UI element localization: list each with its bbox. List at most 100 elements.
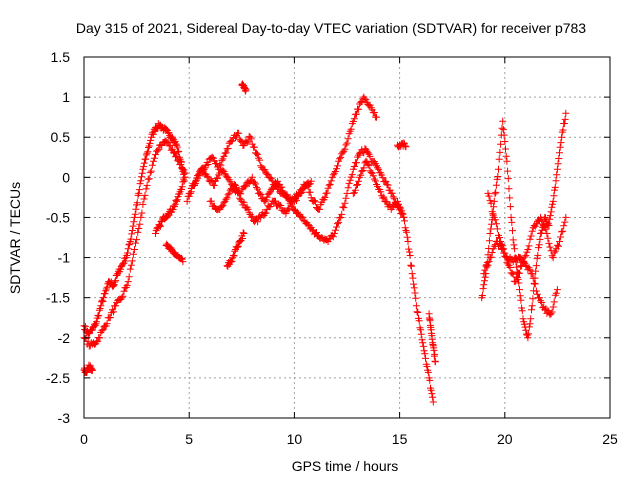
data-point [389,193,397,201]
data-point [511,278,519,286]
data-point [224,191,232,199]
data-point [420,347,428,355]
data-point [536,235,544,243]
data-point [370,175,378,183]
data-point [323,189,331,197]
data-point [149,130,157,138]
data-point [338,210,346,218]
data-point [554,160,562,168]
data-point [546,215,554,223]
data-point [171,200,179,208]
data-point [335,218,343,226]
data-point [126,265,134,273]
data-point [488,249,496,256]
data-point [517,296,525,304]
data-point [224,145,232,152]
data-point [516,269,523,277]
data-point [129,222,137,230]
data-point [552,177,560,185]
data-point [151,154,158,162]
data-point [124,278,132,286]
data-point [481,273,489,281]
data-point [513,263,521,271]
data-point [357,171,365,179]
data-point [214,174,222,182]
data-point [294,192,302,200]
data-point [88,366,96,374]
data-point [348,171,356,179]
y-tick-label: -2 [58,330,71,346]
data-point [208,153,216,161]
data-point [401,217,408,225]
data-point [351,186,359,194]
data-point [533,255,541,263]
data-point [95,312,103,320]
data-point [531,280,539,288]
data-point [510,241,518,249]
data-point [295,189,303,197]
data-point [369,172,377,180]
data-point [169,206,177,213]
data-point [180,166,188,174]
data-point [106,314,114,321]
data-point [547,310,555,318]
data-point [235,129,243,137]
data-point [553,286,561,294]
data-point [138,209,146,217]
data-point [478,292,486,299]
data-point [429,398,437,406]
data-point [522,326,530,334]
data-point [528,302,536,310]
data-point [222,195,230,203]
data-point [246,133,254,141]
data-point [133,236,141,244]
data-point [253,183,260,191]
data-point [178,183,186,191]
data-point [342,194,350,202]
data-point [417,330,425,338]
data-point [552,289,560,297]
data-point [538,216,546,224]
data-point [191,182,198,189]
data-point [234,187,242,195]
data-point [242,85,250,93]
data-point [527,232,535,240]
data-point [524,246,532,253]
data-point [400,213,408,221]
data-point [277,202,285,209]
data-point [502,152,510,160]
data-point [525,242,533,250]
data-point [527,315,535,323]
data-point [418,336,426,344]
data-point [241,183,249,191]
data-point [187,188,195,196]
data-point [499,117,507,125]
data-point [218,202,226,210]
data-point [195,172,203,180]
data-point [556,238,563,245]
data-point [308,226,316,234]
data-point [492,188,500,196]
data-point [220,152,228,160]
data-point [173,141,181,149]
data-point [234,242,242,250]
data-point [513,274,521,281]
data-point [528,227,536,235]
data-point [522,252,530,260]
data-point [220,199,228,207]
data-point [155,145,163,153]
data-point [173,197,181,205]
data-point [339,203,347,211]
data-point [429,393,437,401]
data-point [128,230,136,238]
data-point [403,233,411,241]
data-point [130,218,138,226]
data-point [507,213,515,221]
data-point [364,160,372,168]
data-point [515,279,523,287]
data-point [330,169,338,177]
data-point [213,160,221,167]
data-point [210,181,218,189]
x-tick-label: 5 [185,431,193,447]
data-point [145,175,153,183]
